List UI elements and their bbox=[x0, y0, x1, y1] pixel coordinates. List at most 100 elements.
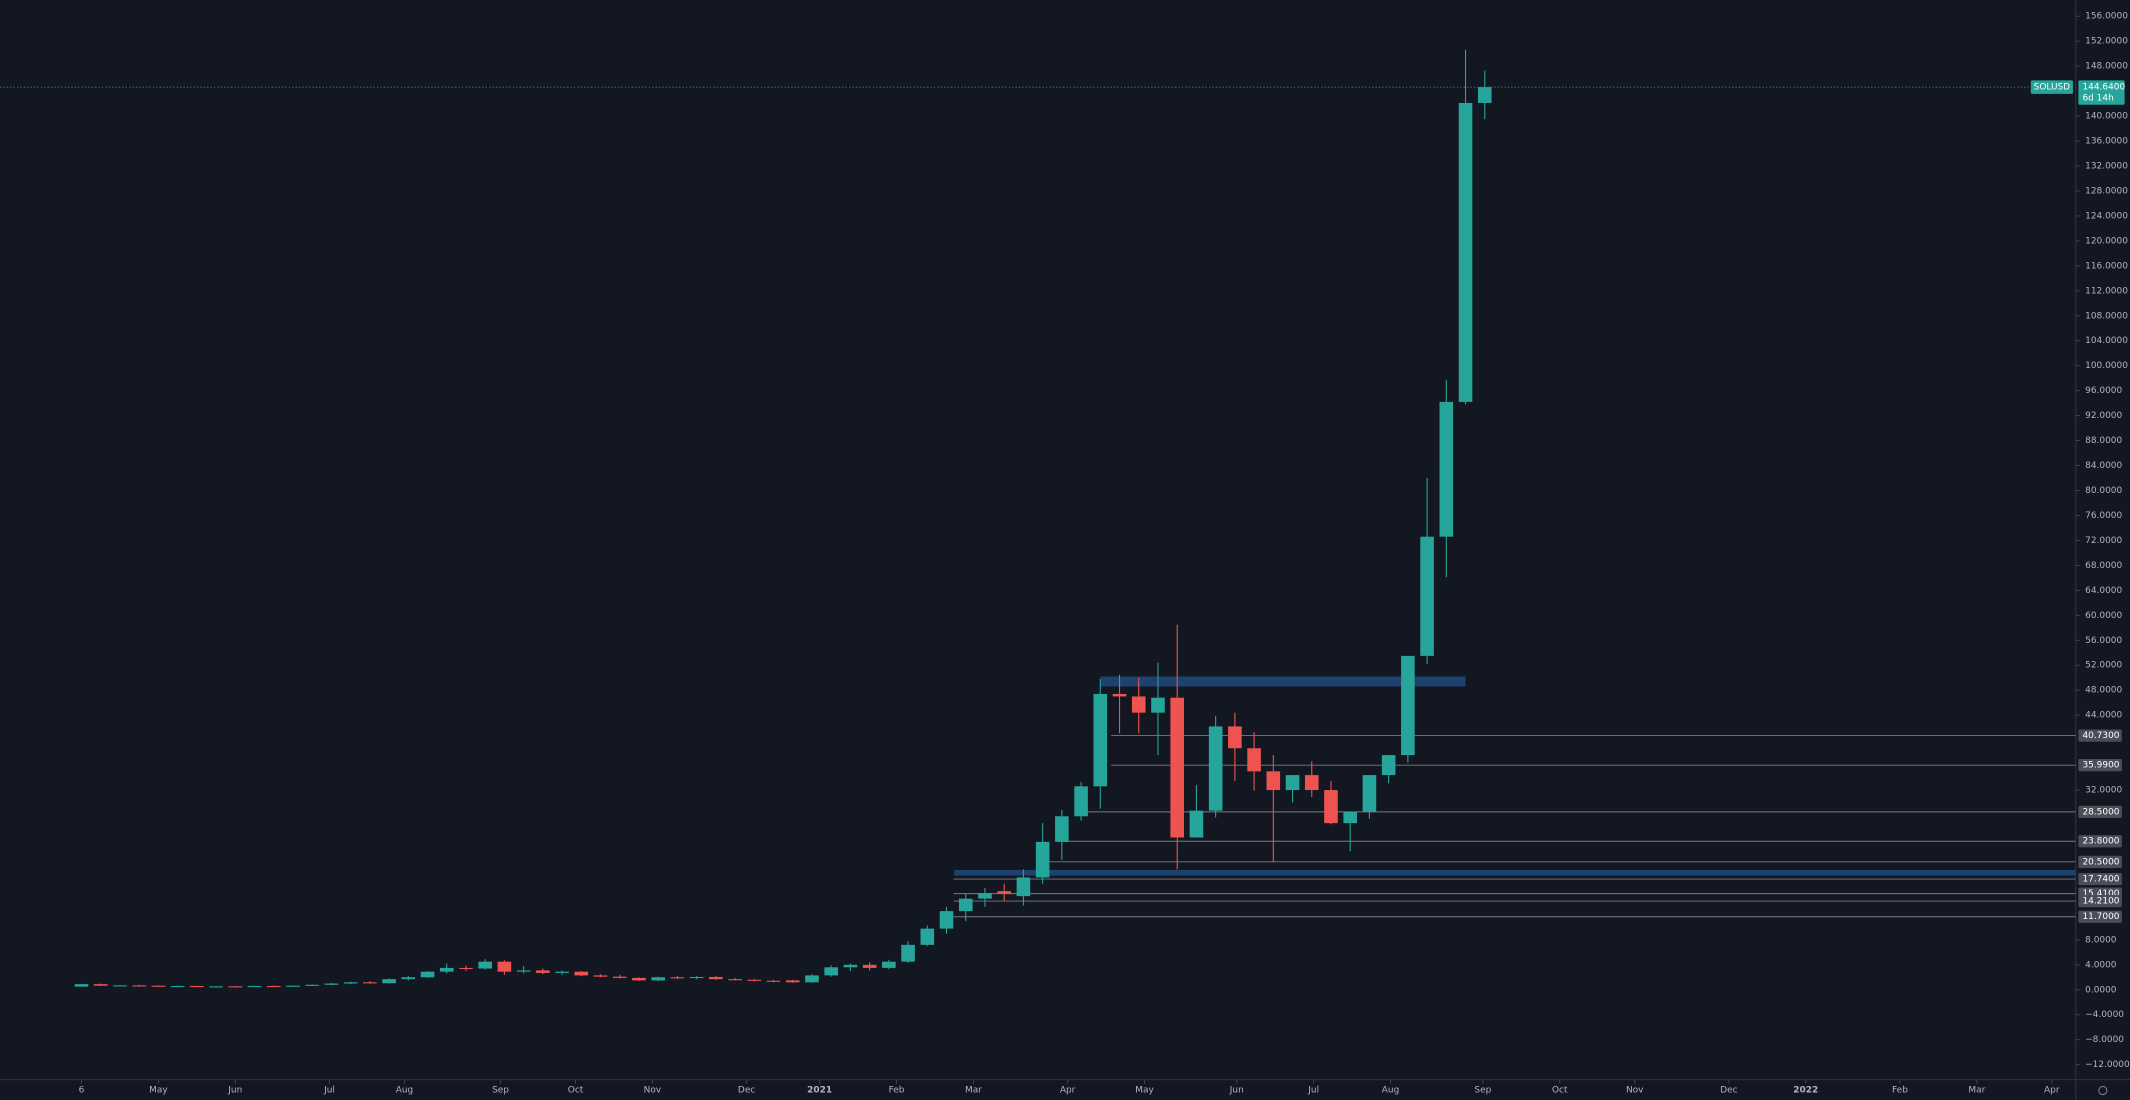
level-label: 28.5000 bbox=[2082, 807, 2119, 817]
candle-body bbox=[516, 970, 531, 972]
candle-body bbox=[1093, 693, 1108, 787]
x-tick-label: May bbox=[1135, 1085, 1154, 1095]
candle-body bbox=[574, 971, 589, 976]
candle-body bbox=[305, 984, 319, 986]
candle-body bbox=[632, 977, 646, 981]
candle-body bbox=[1016, 877, 1031, 897]
y-tick-label: −8.0000 bbox=[2085, 1035, 2124, 1045]
symbol-label: SOLUSD bbox=[2034, 83, 2071, 93]
level-label-box bbox=[2078, 855, 2122, 868]
x-tick-label: Mar bbox=[1968, 1085, 1985, 1095]
candle-body bbox=[1458, 102, 1473, 402]
x-tick-label: Nov bbox=[1626, 1085, 1644, 1095]
candle-body bbox=[363, 982, 377, 984]
zone bbox=[954, 869, 2076, 876]
candle-body bbox=[247, 986, 262, 988]
x-tick-label: 2021 bbox=[807, 1085, 832, 1095]
candle-body bbox=[1477, 87, 1492, 103]
level-label: 20.5000 bbox=[2082, 857, 2119, 867]
y-tick-label: 140.0000 bbox=[2085, 112, 2128, 122]
candle-body bbox=[1362, 775, 1377, 812]
candle-body bbox=[1035, 841, 1050, 878]
candle-body bbox=[1285, 775, 1300, 791]
candle-body bbox=[93, 984, 108, 986]
zone bbox=[1100, 676, 1466, 687]
y-tick-label: 108.0000 bbox=[2085, 311, 2128, 321]
candle-body bbox=[209, 986, 223, 988]
level-label-box bbox=[2078, 894, 2122, 908]
candle-body bbox=[228, 986, 243, 988]
y-tick-label: 100.0000 bbox=[2085, 361, 2128, 371]
candle-body bbox=[920, 928, 935, 945]
level-label-box bbox=[2078, 759, 2122, 772]
candle-body bbox=[612, 976, 627, 978]
settings-icon[interactable] bbox=[2098, 1085, 2108, 1096]
candle-body bbox=[593, 975, 608, 977]
x-tick-label: Mar bbox=[965, 1085, 982, 1095]
y-tick-label: 4.0000 bbox=[2085, 960, 2117, 970]
candle-body bbox=[882, 961, 896, 968]
candle-body bbox=[555, 971, 569, 973]
y-tick-label: 92.0000 bbox=[2085, 411, 2122, 421]
candle-body bbox=[1170, 697, 1184, 838]
x-tick-label: Jun bbox=[227, 1085, 242, 1095]
y-tick-label: 112.0000 bbox=[2085, 286, 2128, 296]
candle-body bbox=[689, 976, 704, 979]
candle-body bbox=[343, 982, 358, 984]
candle-body bbox=[113, 985, 127, 987]
x-tick-label: Aug bbox=[396, 1085, 413, 1095]
x-tick-label: Sep bbox=[1474, 1085, 1491, 1095]
candle-body bbox=[651, 977, 665, 981]
y-tick-label: 116.0000 bbox=[2085, 261, 2128, 271]
candle-body bbox=[862, 964, 877, 968]
y-tick-label: 84.0000 bbox=[2085, 461, 2122, 471]
candle-body bbox=[785, 980, 800, 983]
y-tick-label: 128.0000 bbox=[2085, 186, 2128, 196]
candle-body bbox=[497, 961, 512, 972]
candle-body bbox=[324, 983, 339, 985]
candle-body bbox=[74, 984, 89, 987]
candle-body bbox=[1343, 811, 1357, 824]
candle-body bbox=[709, 976, 723, 980]
y-tick-label: 52.0000 bbox=[2085, 661, 2122, 671]
candle-body bbox=[439, 967, 454, 972]
x-tick-label: Dec bbox=[738, 1085, 755, 1095]
y-tick-label: 76.0000 bbox=[2085, 511, 2122, 521]
y-tick-label: 64.0000 bbox=[2085, 586, 2122, 596]
candle-body bbox=[747, 979, 762, 981]
y-tick-label: 104.0000 bbox=[2085, 336, 2128, 346]
candle-body bbox=[1112, 693, 1127, 697]
candle-body bbox=[401, 977, 416, 980]
candle-body bbox=[939, 911, 954, 929]
y-tick-label: 68.0000 bbox=[2085, 561, 2122, 571]
candle-body bbox=[1208, 726, 1223, 811]
y-tick-label: 56.0000 bbox=[2085, 636, 2122, 646]
candle-body bbox=[766, 980, 781, 982]
y-tick-label: 0.0000 bbox=[2085, 985, 2117, 995]
candle-body bbox=[843, 964, 858, 968]
x-tick-label: 2022 bbox=[1793, 1085, 1818, 1095]
x-tick-label: Feb bbox=[1892, 1085, 1908, 1095]
candle-body bbox=[459, 967, 473, 970]
candle-body bbox=[901, 944, 915, 962]
candle-body bbox=[1324, 790, 1338, 824]
level-label: 23.8000 bbox=[2082, 837, 2119, 847]
candle-body bbox=[478, 961, 492, 969]
y-tick-label: 120.0000 bbox=[2085, 236, 2128, 246]
level-label: 17.7400 bbox=[2082, 875, 2119, 885]
candle-body bbox=[805, 975, 819, 983]
candle-body bbox=[824, 967, 838, 976]
candle-body bbox=[958, 898, 973, 912]
candle-body bbox=[1151, 697, 1165, 713]
candle-body bbox=[190, 986, 204, 988]
candle-body bbox=[670, 977, 685, 979]
candle-body bbox=[170, 986, 185, 988]
level-label-box bbox=[2078, 910, 2122, 923]
x-tick-label: Apr bbox=[2044, 1085, 2060, 1095]
x-tick-label: Feb bbox=[889, 1085, 905, 1095]
candle-body bbox=[286, 985, 300, 987]
y-tick-label: 88.0000 bbox=[2085, 436, 2122, 446]
x-tick-label: Jul bbox=[1307, 1085, 1319, 1095]
level-label-box bbox=[2078, 729, 2122, 742]
